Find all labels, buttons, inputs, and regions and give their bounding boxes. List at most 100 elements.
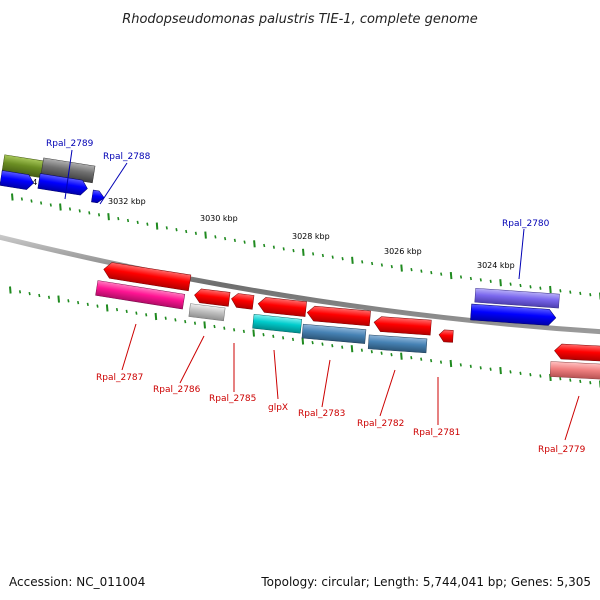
- outer-scale-tick: [312, 252, 315, 256]
- outer-scale-tick: [589, 293, 592, 297]
- gene-rpal-2782-steel[interactable]: [367, 334, 428, 354]
- outer-scale-tick: [253, 240, 256, 248]
- inner-scale-tick: [57, 295, 60, 303]
- scale-label-3034: 3034 kbp: [17, 178, 55, 187]
- label-rpal-2781[interactable]: Rpal_2781: [413, 428, 460, 438]
- gene-rpal-2783-steel[interactable]: [301, 323, 367, 344]
- outer-scale-tick: [430, 270, 433, 275]
- inner-scale-ticks: [9, 286, 600, 388]
- leader-rpal-2782: [379, 369, 396, 417]
- gene-rpal-2780[interactable]: [470, 303, 557, 326]
- outer-scale-tick: [351, 256, 354, 264]
- outer-scale-tick: [321, 253, 324, 258]
- scale-label-3024: 3024 kbp: [477, 261, 515, 270]
- label-rpal-2780[interactable]: Rpal_2780: [502, 219, 550, 229]
- outer-scale-tick: [136, 220, 139, 225]
- outer-scale-tick: [302, 248, 305, 256]
- inner-scale-tick: [174, 318, 177, 322]
- inner-scale-tick: [242, 329, 245, 334]
- label-glpx[interactable]: glpX: [268, 403, 288, 413]
- gene-rpal-2785[interactable]: [230, 293, 255, 310]
- outer-scale-tick: [410, 267, 413, 272]
- gene-rpal-2779-salmon[interactable]: [549, 361, 600, 380]
- inner-scale-tick: [331, 344, 334, 348]
- inner-scale-tick: [203, 321, 206, 329]
- outer-scale-tick: [20, 197, 23, 201]
- outer-scale-tick: [509, 282, 512, 286]
- label-rpal-2785[interactable]: Rpal_2785: [209, 394, 256, 404]
- gene-rpal-2786[interactable]: [194, 288, 231, 307]
- outer-scale-tick: [390, 264, 393, 269]
- outer-scale-tick: [469, 276, 472, 281]
- gene-rpal-2783[interactable]: [306, 305, 371, 327]
- label-rpal-2779[interactable]: Rpal_2779: [538, 445, 586, 455]
- inner-scale-tick: [262, 333, 265, 337]
- inner-scale-tick: [252, 329, 255, 337]
- inner-scale-tick: [38, 293, 41, 298]
- label-leader-lines: [64, 149, 580, 441]
- inner-scale-tick: [233, 328, 236, 332]
- outer-scale-tick: [146, 222, 149, 226]
- outer-scale-tick: [107, 213, 110, 221]
- inner-scale-tick: [589, 381, 592, 385]
- outer-scale-tick: [400, 264, 403, 272]
- label-rpal-2783[interactable]: Rpal_2783: [298, 409, 345, 419]
- map-title: Rhodopseudomonas palustris TIE-1, comple…: [122, 12, 478, 27]
- leader-rpal-2786: [179, 335, 205, 384]
- inner-scale-tick: [18, 290, 22, 294]
- outer-scale-tick: [559, 289, 562, 293]
- outer-scale-tick: [489, 279, 492, 283]
- inner-scale-tick: [459, 363, 462, 367]
- outer-scale-tick: [185, 229, 188, 234]
- leader-glpx: [273, 349, 279, 400]
- inner-scale-tick: [291, 337, 295, 342]
- inner-scale-tick: [400, 352, 403, 360]
- inner-scale-tick: [164, 316, 167, 320]
- inner-scale-tick: [380, 351, 383, 355]
- gene-rpal-2788[interactable]: [91, 189, 105, 204]
- inner-scale-tick: [9, 286, 12, 294]
- inner-scale-tick: [86, 302, 89, 307]
- inner-scale-tick: [341, 345, 344, 349]
- gene-labels: Rpal_2789 Rpal_2788 Rpal_2780 Rpal_2787 …: [46, 139, 586, 455]
- inner-scale-tick: [559, 377, 562, 381]
- outer-scale-tick: [341, 257, 344, 261]
- outer-scale-tick: [97, 213, 101, 217]
- forward-strand-genes: [0, 154, 560, 326]
- outer-scale-tick: [519, 283, 522, 288]
- outer-scale-tick: [579, 291, 582, 296]
- scale-labels: 3034 kbp 3032 kbp 3030 kbp 3028 kbp 3026…: [17, 178, 515, 270]
- gene-rpal-2787[interactable]: [102, 261, 192, 292]
- outer-scale-tick: [68, 207, 72, 211]
- gene-rpal-2779[interactable]: [554, 343, 600, 362]
- gene-rpal-2786-gray[interactable]: [188, 303, 226, 322]
- gene-rpal-2790-blue[interactable]: [0, 170, 35, 191]
- outer-scale-tick: [361, 260, 364, 264]
- label-rpal-2782[interactable]: Rpal_2782: [357, 419, 404, 429]
- outer-scale-tick: [30, 199, 33, 203]
- label-rpal-2788[interactable]: Rpal_2788: [103, 152, 151, 162]
- gene-rpal-2789-blue[interactable]: [37, 173, 89, 196]
- scale-label-3032: 3032 kbp: [108, 197, 146, 206]
- inner-scale-tick: [489, 367, 492, 371]
- inner-scale-tick: [579, 379, 582, 384]
- leader-rpal-2780: [518, 228, 525, 280]
- gene-rpal-2787-magenta[interactable]: [95, 280, 186, 310]
- gene-glpx[interactable]: [257, 297, 307, 317]
- outer-scale-tick: [204, 231, 207, 239]
- inner-scale-tick: [499, 367, 502, 375]
- gene-rpal-2780-lavender[interactable]: [474, 287, 560, 309]
- label-rpal-2789[interactable]: Rpal_2789: [46, 139, 94, 149]
- inner-scale-tick: [420, 357, 423, 361]
- label-rpal-2786[interactable]: Rpal_2786: [153, 385, 201, 395]
- gene-rpal-2781[interactable]: [438, 329, 454, 343]
- inner-scale-tick: [282, 336, 285, 340]
- outer-scale-tick: [165, 226, 168, 230]
- gene-glpx-cyan[interactable]: [252, 314, 303, 334]
- outer-scale-tick: [371, 261, 374, 266]
- label-rpal-2787[interactable]: Rpal_2787: [96, 373, 143, 383]
- inner-scale-tick: [301, 337, 305, 345]
- inner-scale-tick: [509, 370, 512, 374]
- gene-rpal-2782[interactable]: [373, 316, 432, 336]
